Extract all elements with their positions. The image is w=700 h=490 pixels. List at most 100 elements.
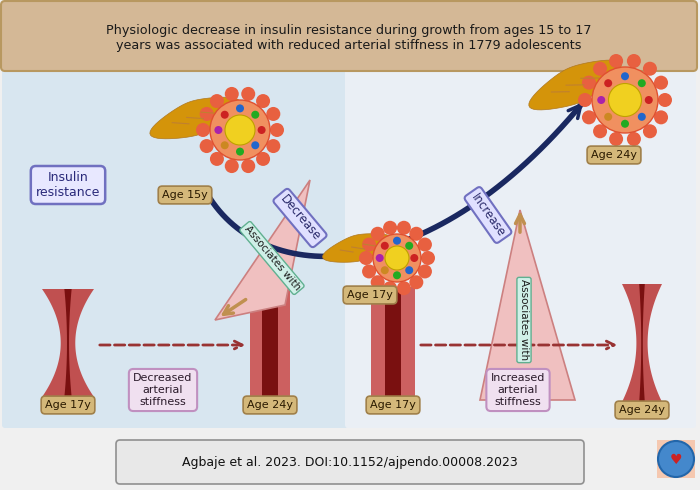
Circle shape xyxy=(604,113,612,121)
Circle shape xyxy=(210,94,224,108)
Circle shape xyxy=(362,238,376,251)
Polygon shape xyxy=(64,289,71,397)
Circle shape xyxy=(373,234,421,282)
Circle shape xyxy=(371,227,385,241)
Circle shape xyxy=(638,79,646,87)
Circle shape xyxy=(578,93,592,107)
Text: Age 17y: Age 17y xyxy=(347,290,393,300)
Circle shape xyxy=(410,227,424,241)
Circle shape xyxy=(592,67,658,133)
Circle shape xyxy=(608,83,641,117)
Circle shape xyxy=(421,251,435,265)
Circle shape xyxy=(393,271,401,279)
Circle shape xyxy=(627,132,641,146)
Polygon shape xyxy=(639,284,645,402)
Circle shape xyxy=(266,107,280,121)
Circle shape xyxy=(199,107,213,121)
Text: Age 24y: Age 24y xyxy=(247,400,293,410)
Polygon shape xyxy=(42,289,94,397)
Circle shape xyxy=(381,242,388,250)
Circle shape xyxy=(359,251,373,265)
Circle shape xyxy=(385,246,409,270)
Circle shape xyxy=(609,54,623,68)
Circle shape xyxy=(256,152,270,166)
Circle shape xyxy=(638,113,646,121)
Circle shape xyxy=(210,100,270,160)
Circle shape xyxy=(410,254,419,262)
Circle shape xyxy=(410,275,424,289)
Text: Age 15y: Age 15y xyxy=(162,190,208,200)
Bar xyxy=(384,287,401,399)
Bar xyxy=(262,281,278,399)
Circle shape xyxy=(362,265,376,278)
Circle shape xyxy=(270,123,284,137)
Polygon shape xyxy=(215,180,310,320)
Circle shape xyxy=(405,266,413,274)
Circle shape xyxy=(621,72,629,80)
Circle shape xyxy=(383,281,397,295)
Circle shape xyxy=(643,62,657,76)
Circle shape xyxy=(258,126,265,134)
FancyBboxPatch shape xyxy=(2,67,348,428)
Circle shape xyxy=(643,124,657,138)
Circle shape xyxy=(236,147,244,156)
Circle shape xyxy=(597,96,606,104)
Circle shape xyxy=(199,139,213,153)
Circle shape xyxy=(582,75,596,90)
Text: Agbaje et al. 2023. DOI:10.1152/ajpendo.00008.2023: Agbaje et al. 2023. DOI:10.1152/ajpendo.… xyxy=(182,456,518,468)
Circle shape xyxy=(654,110,668,124)
Polygon shape xyxy=(323,234,393,262)
FancyBboxPatch shape xyxy=(116,440,584,484)
Circle shape xyxy=(266,139,280,153)
Bar xyxy=(657,440,695,478)
Circle shape xyxy=(381,266,388,274)
Text: Associates with: Associates with xyxy=(242,224,302,293)
Circle shape xyxy=(418,238,432,251)
Text: ♥: ♥ xyxy=(670,453,682,467)
Circle shape xyxy=(220,141,229,149)
Text: Age 24y: Age 24y xyxy=(591,150,637,160)
Text: Decrease: Decrease xyxy=(277,193,323,244)
Circle shape xyxy=(593,124,607,138)
Circle shape xyxy=(251,111,259,119)
Text: Increased
arterial
stiffness: Increased arterial stiffness xyxy=(491,373,545,407)
Circle shape xyxy=(397,281,411,295)
Circle shape xyxy=(582,110,596,124)
Bar xyxy=(250,281,290,399)
Circle shape xyxy=(593,62,607,76)
Text: Age 17y: Age 17y xyxy=(45,400,91,410)
Bar xyxy=(371,287,415,399)
Circle shape xyxy=(383,221,397,235)
Circle shape xyxy=(241,159,255,173)
Circle shape xyxy=(397,221,411,235)
Circle shape xyxy=(376,254,384,262)
Circle shape xyxy=(256,94,270,108)
Text: Decreased
arterial
stiffness: Decreased arterial stiffness xyxy=(133,373,192,407)
Circle shape xyxy=(658,93,672,107)
Text: Physiologic decrease in insulin resistance during growth from ages 15 to 17
year: Physiologic decrease in insulin resistan… xyxy=(106,24,592,52)
Circle shape xyxy=(210,152,224,166)
Circle shape xyxy=(621,120,629,128)
Circle shape xyxy=(654,75,668,90)
Circle shape xyxy=(371,275,385,289)
Circle shape xyxy=(214,126,223,134)
Circle shape xyxy=(251,141,259,149)
Text: Age 17y: Age 17y xyxy=(370,400,416,410)
Text: Associates with: Associates with xyxy=(519,279,529,361)
Circle shape xyxy=(220,111,229,119)
Circle shape xyxy=(645,96,653,104)
Text: Insulin
resistance: Insulin resistance xyxy=(36,171,100,199)
FancyBboxPatch shape xyxy=(345,67,696,428)
Text: Increase: Increase xyxy=(468,191,508,239)
Text: Age 24y: Age 24y xyxy=(619,405,665,415)
Circle shape xyxy=(241,87,255,101)
FancyBboxPatch shape xyxy=(1,1,697,71)
Polygon shape xyxy=(150,97,240,139)
Circle shape xyxy=(418,265,432,278)
Circle shape xyxy=(405,242,413,250)
Circle shape xyxy=(658,441,694,477)
Circle shape xyxy=(627,54,641,68)
Polygon shape xyxy=(622,284,662,402)
Circle shape xyxy=(609,132,623,146)
Circle shape xyxy=(225,159,239,173)
